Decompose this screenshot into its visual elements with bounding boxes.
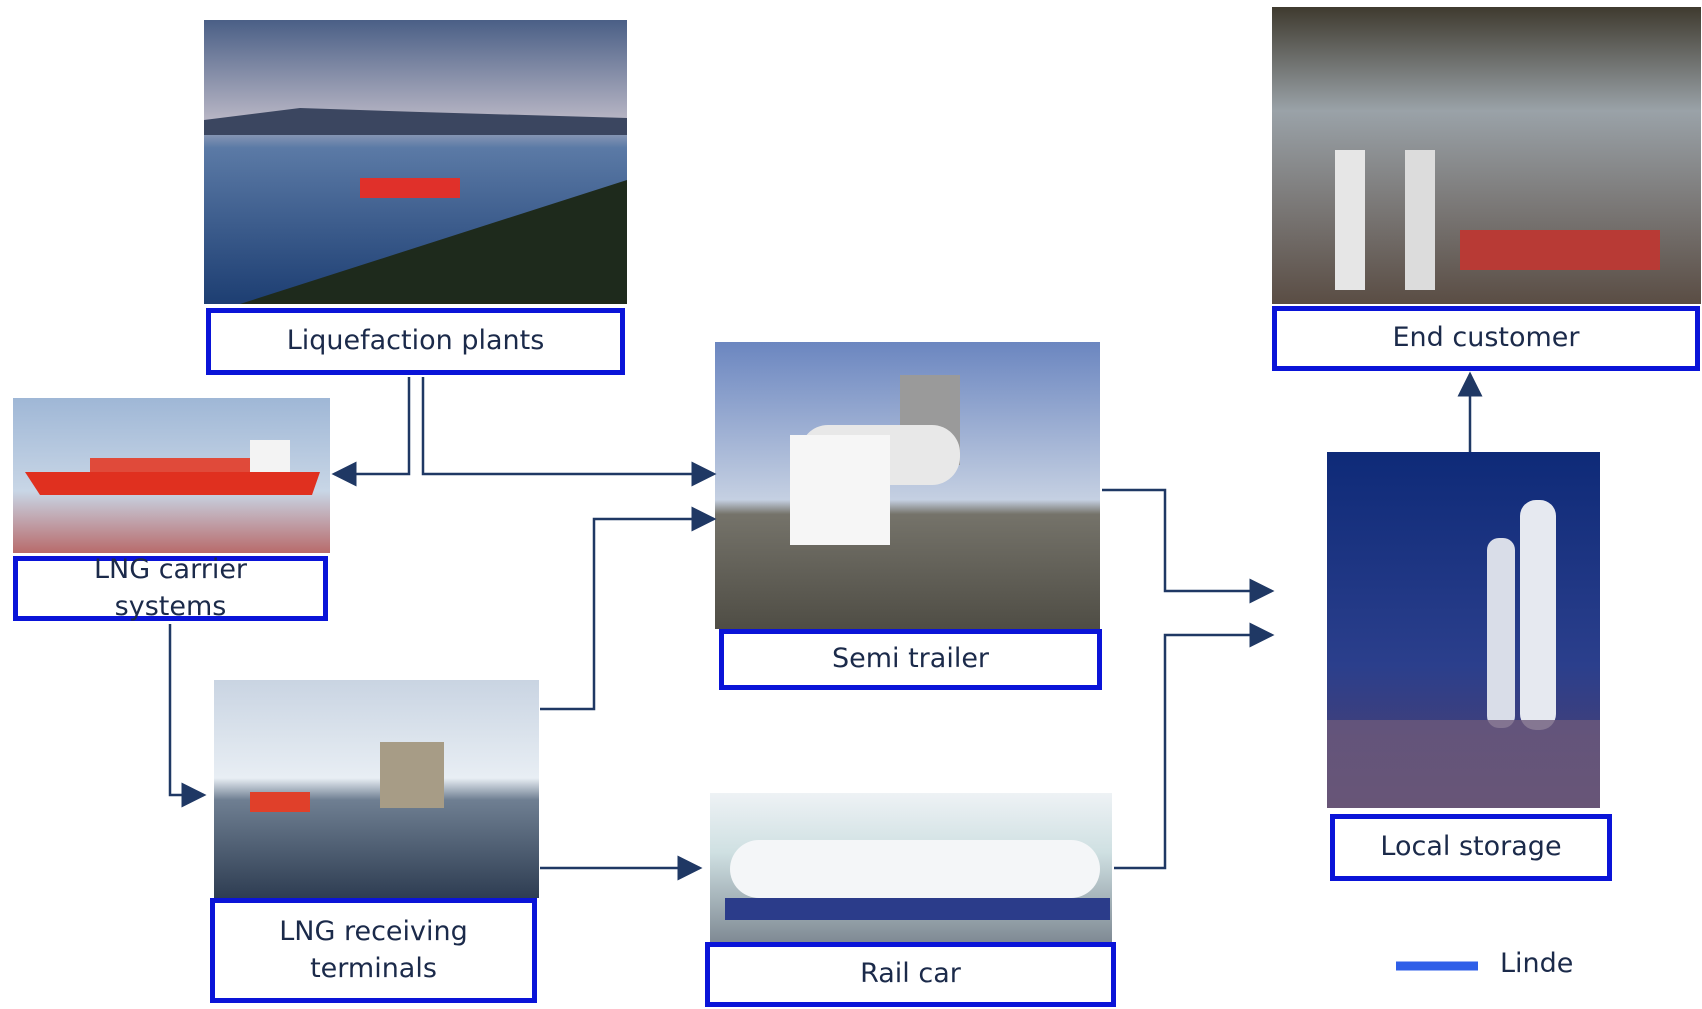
node-label: Local storage xyxy=(1330,814,1612,881)
node-label: LNG receiving terminals xyxy=(210,898,537,1003)
node-label: Liquefaction plants xyxy=(206,308,625,375)
arrow xyxy=(540,519,714,709)
photo-terminal xyxy=(214,680,539,898)
arrow xyxy=(170,624,204,795)
node-label: Semi trailer xyxy=(719,629,1102,690)
photo-semi-trailer xyxy=(715,342,1100,629)
arrow xyxy=(1102,490,1272,591)
arrow xyxy=(334,377,409,474)
node-label: Rail car xyxy=(705,942,1116,1007)
node-label: LNG carrier systems xyxy=(13,556,328,621)
arrow xyxy=(1114,635,1272,868)
legend-label: Linde xyxy=(1500,948,1573,979)
photo-end-customer xyxy=(1272,7,1701,304)
page: Liquefaction plants LNG carrier systems … xyxy=(0,0,1702,1009)
node-label: End customer xyxy=(1272,306,1700,371)
photo-rail-car xyxy=(710,793,1112,942)
arrow xyxy=(423,377,714,474)
photo-local-storage xyxy=(1327,452,1600,808)
photo-liquefaction xyxy=(204,20,627,304)
photo-carrier xyxy=(13,398,330,553)
